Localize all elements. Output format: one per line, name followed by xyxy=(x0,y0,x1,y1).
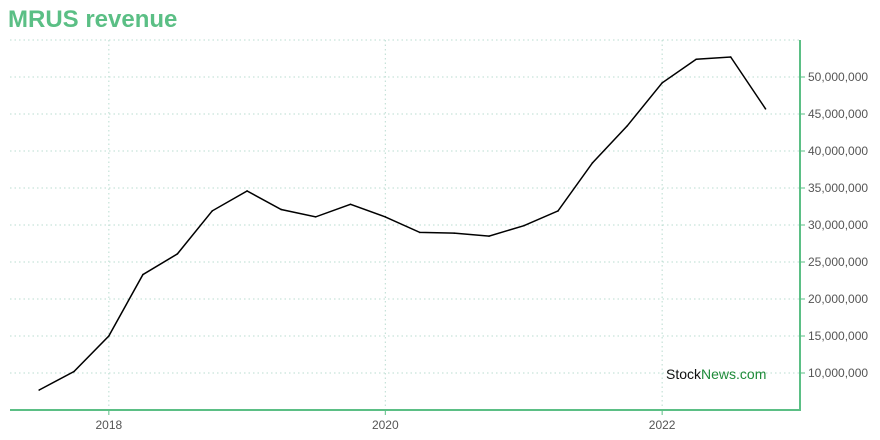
data-point xyxy=(764,108,767,110)
data-point xyxy=(246,190,248,192)
data-point xyxy=(38,389,40,391)
data-point xyxy=(349,203,352,206)
data-point xyxy=(729,56,732,58)
data-point xyxy=(280,208,282,211)
data-point xyxy=(211,210,214,212)
y-tick-label: 35,000,000 xyxy=(808,181,868,195)
y-tick-label: 10,000,000 xyxy=(808,366,868,380)
y-tick-label: 15,000,000 xyxy=(808,329,868,343)
data-point xyxy=(384,216,387,218)
x-tick-label: 2022 xyxy=(649,418,676,432)
data-point xyxy=(176,253,179,255)
data-point xyxy=(591,162,594,164)
x-tick-label: 2018 xyxy=(95,418,122,432)
data-point xyxy=(142,273,144,276)
data-point xyxy=(73,370,75,373)
data-point xyxy=(453,232,456,234)
y-tick-label: 30,000,000 xyxy=(808,218,868,232)
y-tick-label: 25,000,000 xyxy=(808,255,868,269)
x-axis-ticks: 2018 2020 2022 xyxy=(95,410,676,432)
data-point xyxy=(626,125,629,127)
stocknews-watermark: StockNews.com xyxy=(666,366,766,382)
watermark-stock: Stock xyxy=(666,366,702,382)
data-point xyxy=(523,224,525,227)
chart-title: MRUS revenue xyxy=(8,6,178,33)
data-point xyxy=(695,58,698,61)
data-point xyxy=(314,216,317,218)
y-axis-ticks: 10,000,000 15,000,000 20,000,000 25,000,000… xyxy=(800,70,868,380)
data-point xyxy=(418,231,421,234)
data-points xyxy=(38,56,767,391)
revenue-series-line xyxy=(38,56,767,391)
grid-lines xyxy=(10,39,800,410)
data-point xyxy=(108,335,110,337)
x-tick-label: 2020 xyxy=(372,418,399,432)
y-tick-label: 50,000,000 xyxy=(808,70,868,84)
y-tick-label: 40,000,000 xyxy=(808,144,868,158)
data-point xyxy=(488,235,490,237)
watermark-news: News.com xyxy=(701,366,766,382)
data-point xyxy=(661,82,663,84)
y-tick-label: 45,000,000 xyxy=(808,107,868,121)
data-point xyxy=(557,210,559,212)
y-tick-label: 20,000,000 xyxy=(808,292,868,306)
